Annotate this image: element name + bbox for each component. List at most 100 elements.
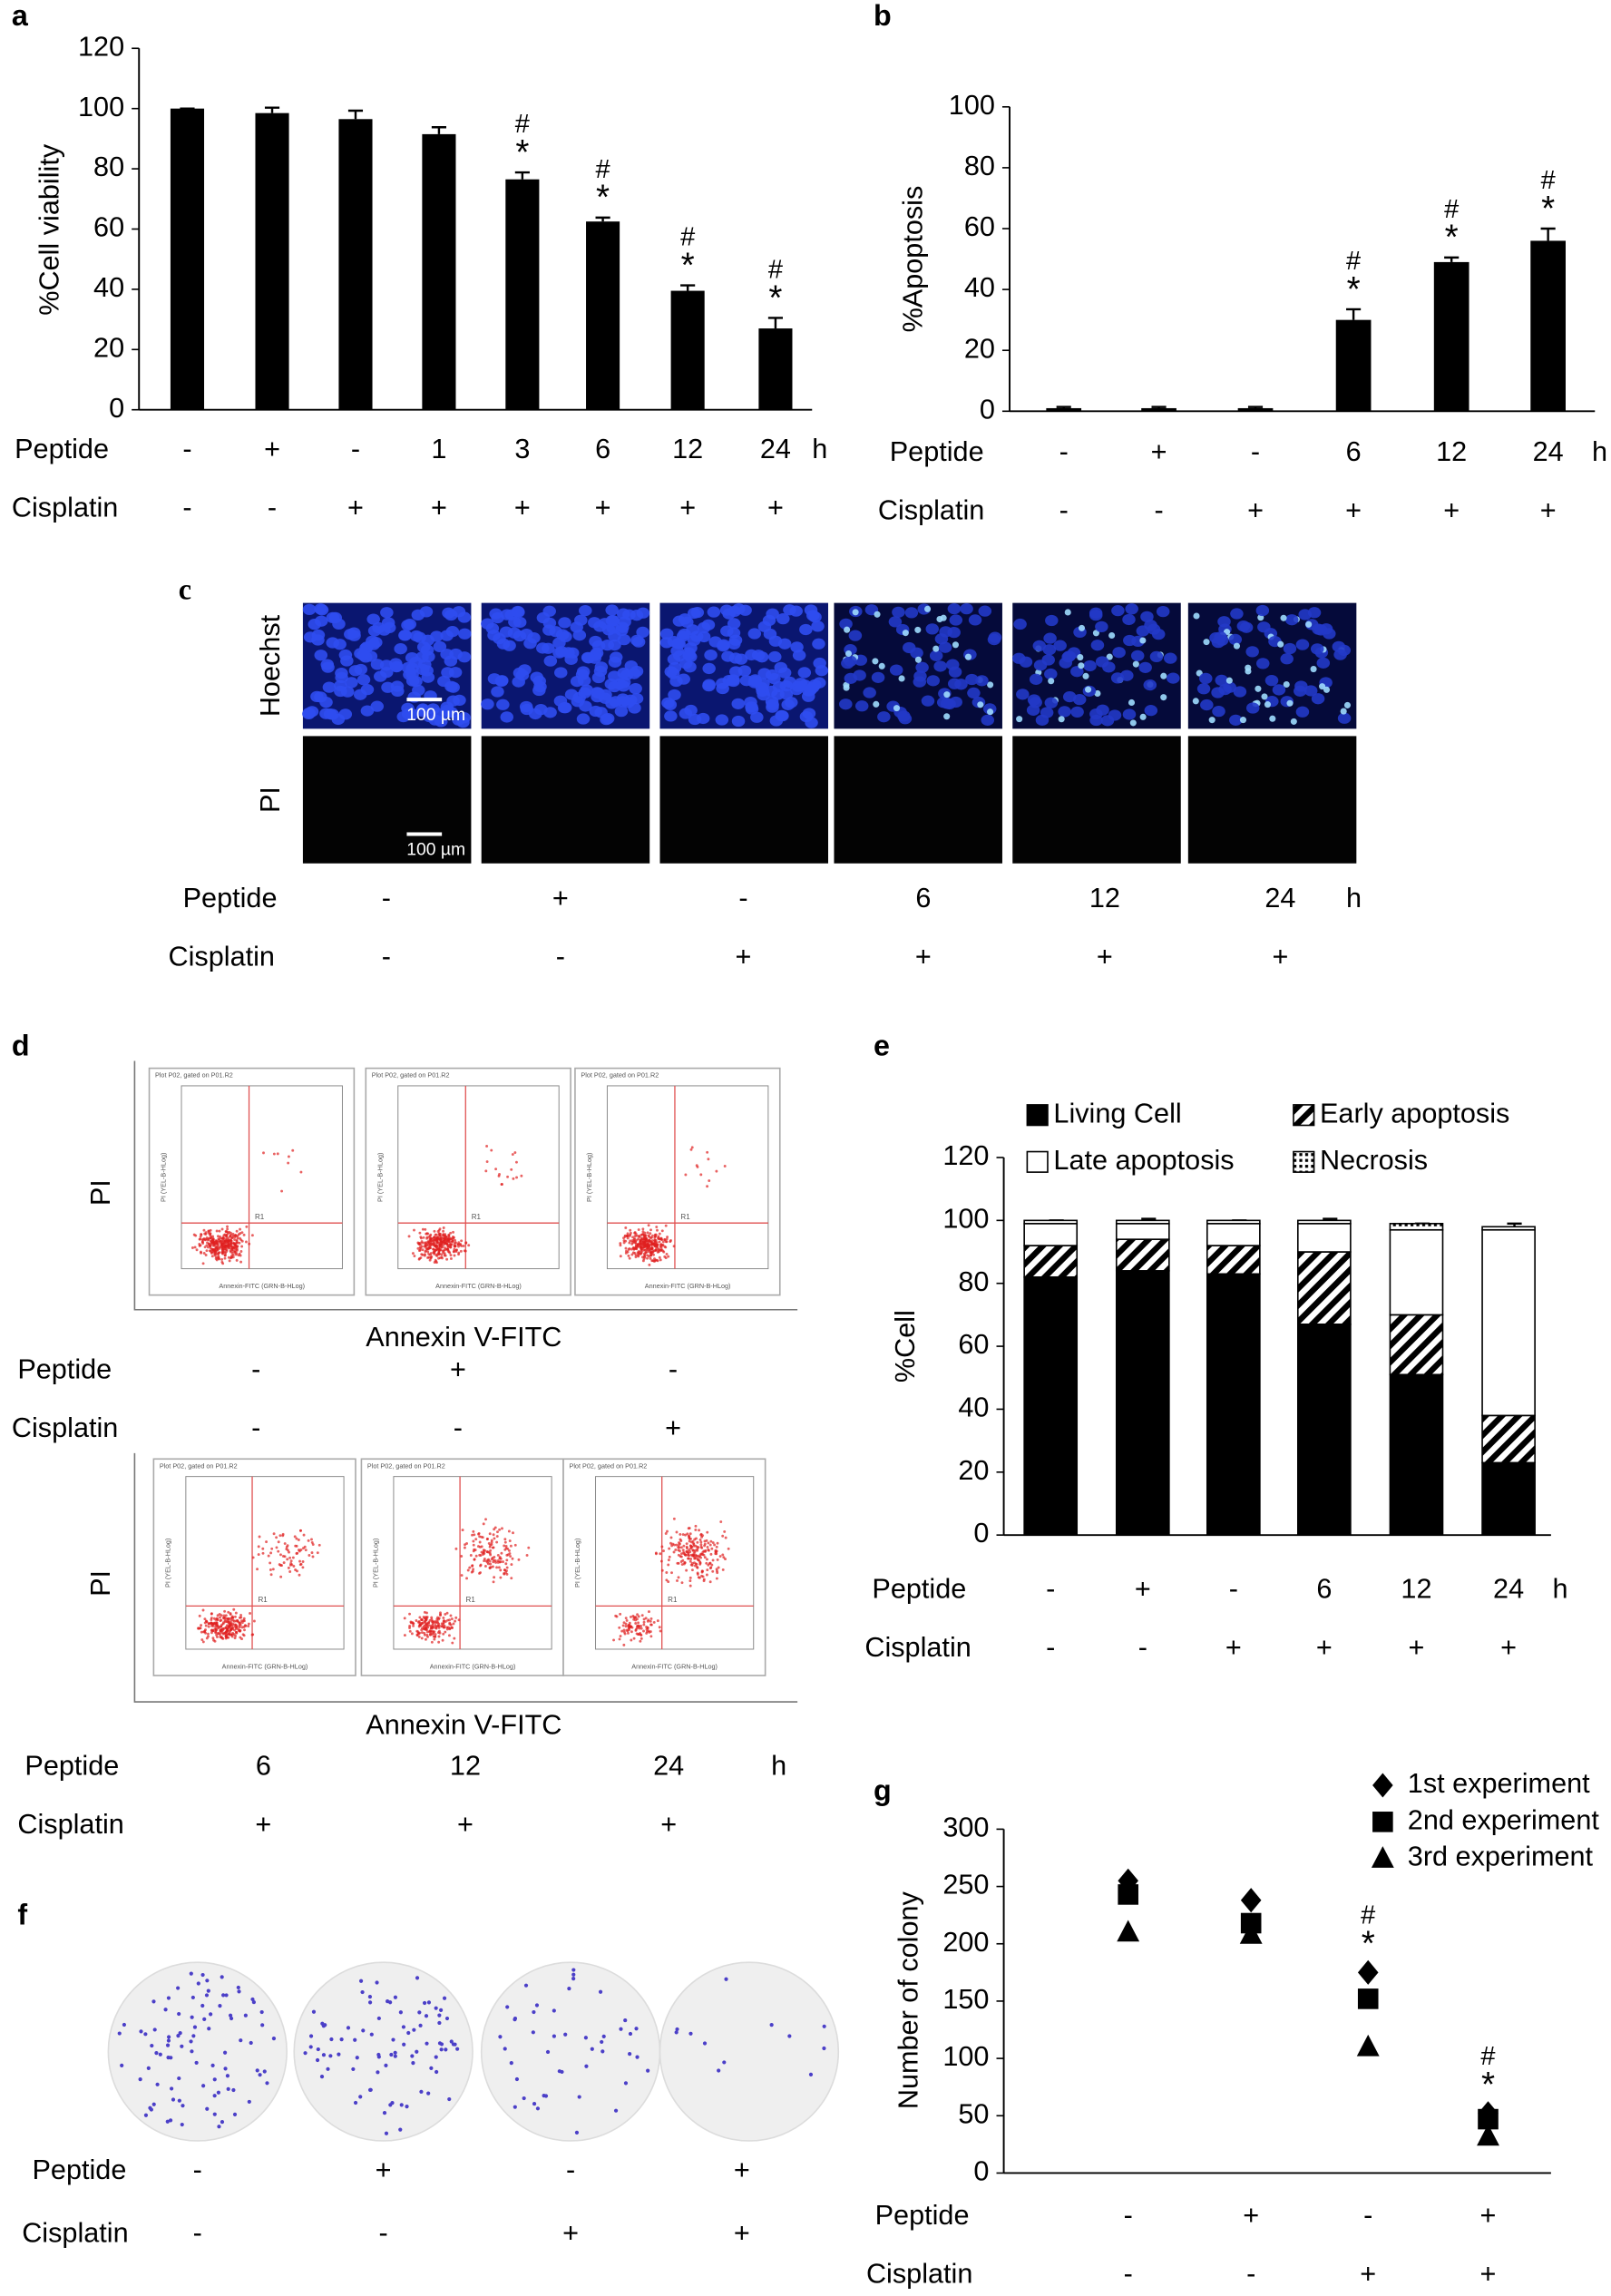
event-dot [479, 1563, 483, 1567]
event-dot [419, 1236, 423, 1239]
event-dot [665, 1578, 669, 1582]
nucleus [1245, 702, 1260, 714]
event-dot [439, 1248, 443, 1252]
gate-label: R1 [680, 1213, 690, 1221]
event-dot [504, 1547, 508, 1550]
colony [386, 1999, 390, 2004]
event-dot [485, 1145, 489, 1148]
colony [212, 2112, 217, 2116]
event-dot [233, 1238, 237, 1241]
y-tick-label: 80 [958, 1266, 989, 1297]
event-dot [220, 1243, 223, 1246]
event-dot [656, 1259, 659, 1263]
event-dot [517, 1558, 521, 1561]
nucleus [1111, 605, 1125, 617]
condition-label: Peptide [15, 434, 109, 464]
event-dot [238, 1626, 241, 1629]
colony [323, 2023, 327, 2027]
nucleus [608, 639, 621, 651]
event-dot [619, 1635, 622, 1637]
event-dot [240, 1626, 244, 1629]
event-dot [648, 1610, 650, 1614]
condition-value: - [1138, 1632, 1147, 1663]
event-dot [235, 1229, 239, 1233]
event-dot [251, 1633, 255, 1637]
event-dot [226, 1225, 229, 1228]
event-dot [631, 1236, 635, 1239]
legend-label: 2nd experiment [1408, 1804, 1600, 1835]
nucleus [608, 680, 621, 693]
nucleus [688, 713, 702, 726]
event-dot [198, 1614, 201, 1617]
nucleus [913, 670, 927, 682]
event-dot [641, 1227, 645, 1231]
event-dot [434, 1245, 437, 1248]
colony [769, 2023, 774, 2027]
event-dot [690, 1563, 694, 1567]
colony [560, 2069, 564, 2075]
colony [384, 2131, 389, 2135]
nucleus [812, 638, 825, 650]
nucleus [844, 672, 858, 684]
y-tick-label: 80 [964, 151, 995, 181]
nucleus [543, 655, 558, 667]
event-dot [684, 1173, 688, 1177]
nucleus [555, 646, 569, 658]
event-dot [622, 1643, 626, 1646]
event-dot [716, 1541, 719, 1545]
bar-segment [1115, 1223, 1170, 1240]
event-dot [492, 1580, 495, 1584]
nucleus [608, 656, 622, 668]
event-dot [212, 1638, 215, 1642]
nucleus [1215, 674, 1228, 687]
nucleus [636, 626, 649, 639]
event-dot [511, 1153, 514, 1156]
bar-segment [1389, 1223, 1444, 1231]
event-dot [457, 1251, 461, 1255]
event-dot [215, 1636, 219, 1638]
event-dot [622, 1621, 626, 1625]
event-dot [445, 1627, 449, 1631]
event-dot [442, 1632, 445, 1636]
event-dot [296, 1551, 299, 1555]
event-dot [623, 1235, 627, 1238]
event-dot [724, 1536, 727, 1539]
nucleus [731, 698, 746, 709]
nucleus [419, 606, 434, 618]
event-dot [684, 1553, 688, 1557]
event-dot [508, 1539, 512, 1542]
event-dot [444, 1254, 447, 1257]
colony [151, 2102, 156, 2106]
event-dot [430, 1640, 434, 1644]
event-dot [626, 1235, 630, 1238]
panel-letter: f [17, 1899, 27, 1931]
event-dot [238, 1616, 241, 1619]
condition-value: - [382, 942, 391, 972]
event-dot [299, 1170, 303, 1174]
condition-value: 12 [672, 434, 703, 464]
event-dot [646, 1254, 649, 1257]
nucleus [1323, 686, 1331, 693]
colony [337, 2052, 341, 2057]
marker [1478, 2108, 1499, 2130]
event-dot [239, 1621, 242, 1625]
plot-frame [133, 1060, 798, 1311]
nucleus [702, 679, 716, 690]
event-dot [415, 1629, 419, 1633]
nucleus [687, 634, 701, 647]
event-dot [291, 1556, 295, 1559]
nucleus [440, 701, 454, 713]
event-dot [223, 1256, 227, 1260]
colony [190, 2049, 194, 2054]
marker [1357, 1959, 1379, 1985]
significance-star: * [1445, 219, 1459, 258]
condition-unit: h [771, 1751, 786, 1782]
condition-value: 12 [1436, 436, 1467, 467]
condition-label: Peptide [24, 1751, 119, 1782]
nucleus [434, 716, 448, 728]
event-dot [653, 1233, 657, 1236]
event-dot [646, 1619, 649, 1623]
pi-image [1187, 736, 1357, 864]
nucleus [564, 689, 579, 700]
event-dot [477, 1531, 481, 1535]
